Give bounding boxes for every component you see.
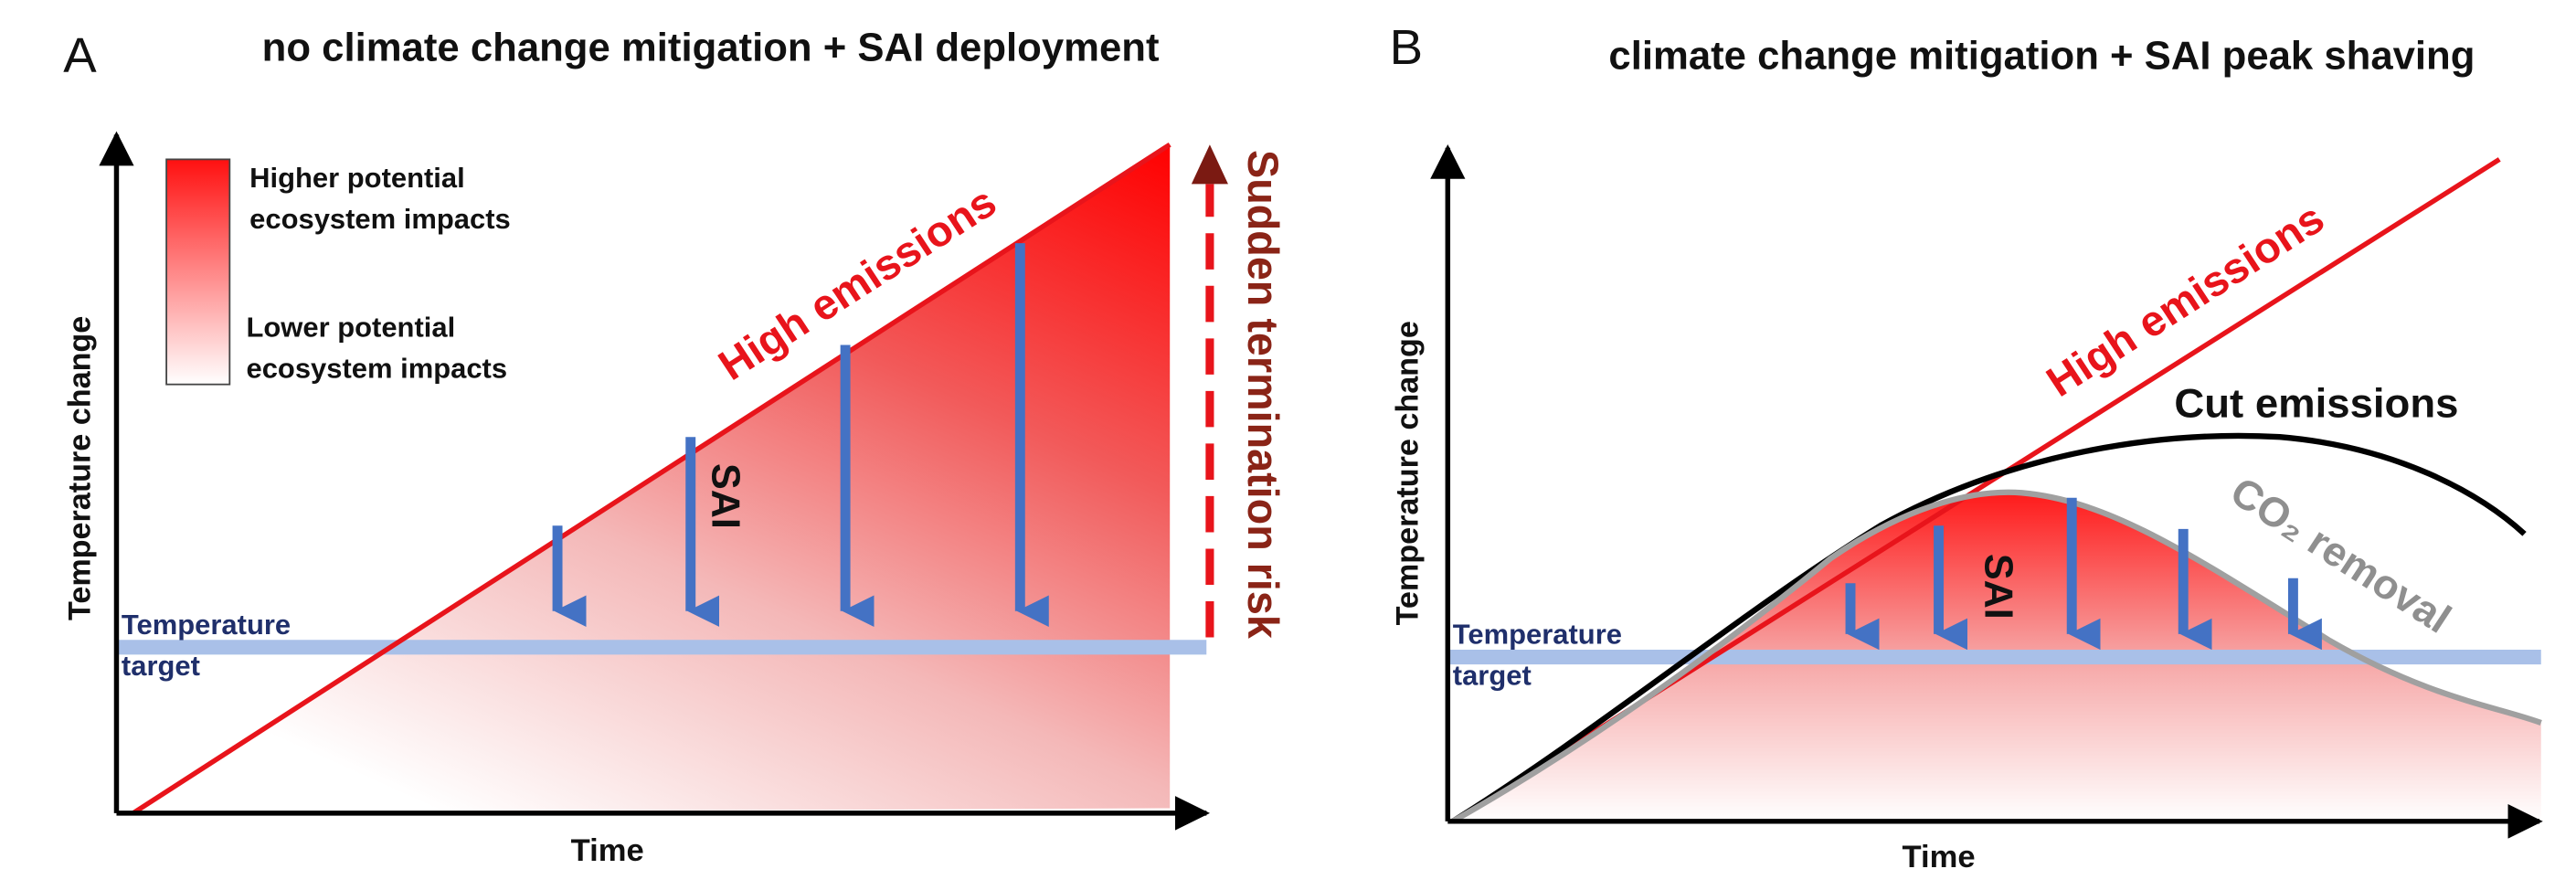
legend-text: Higher potential: [249, 162, 465, 194]
sai-label: SAI: [703, 463, 747, 529]
legend-gradient: [165, 158, 231, 386]
sai-arrows: [552, 243, 1049, 628]
y-axis-label: Temperature change: [62, 316, 97, 620]
legend-text: ecosystem impacts: [247, 353, 508, 385]
panel-a: A no climate change mitigation + SAI dep…: [62, 26, 1288, 868]
termination-arrow-head: [1191, 144, 1228, 185]
sai-arrows: [1845, 497, 2322, 651]
panel-letter: A: [63, 27, 97, 83]
cut-emissions-line: [1451, 432, 2527, 824]
high-emissions-label: High emissions: [2038, 194, 2332, 406]
sai-label: SAI: [1976, 554, 2019, 620]
target-label: target: [122, 650, 200, 682]
x-axis-label: Time: [1902, 840, 1975, 869]
panel-b: B climate change mitigation + SAI peak s…: [1390, 19, 2543, 869]
cut-emissions-label: Cut emissions: [2174, 380, 2458, 427]
co2-removal-line: [1451, 489, 2542, 824]
y-axis-label: Temperature change: [1390, 321, 1425, 625]
legend-text: Lower potential: [247, 312, 456, 344]
panel-letter: B: [1390, 19, 1423, 75]
target-label: Temperature: [122, 609, 291, 641]
target-label: Temperature: [1453, 619, 1622, 651]
legend-text: ecosystem impacts: [249, 203, 511, 235]
x-axis-label: Time: [571, 833, 644, 868]
termination-label: Sudden termination risk: [1239, 150, 1288, 640]
panel-title: no climate change mitigation + SAI deplo…: [262, 26, 1160, 70]
panel-title: climate change mitigation + SAI peak sha…: [1608, 35, 2475, 79]
target-label: target: [1453, 660, 1532, 692]
high-emissions-line: [132, 142, 1171, 816]
